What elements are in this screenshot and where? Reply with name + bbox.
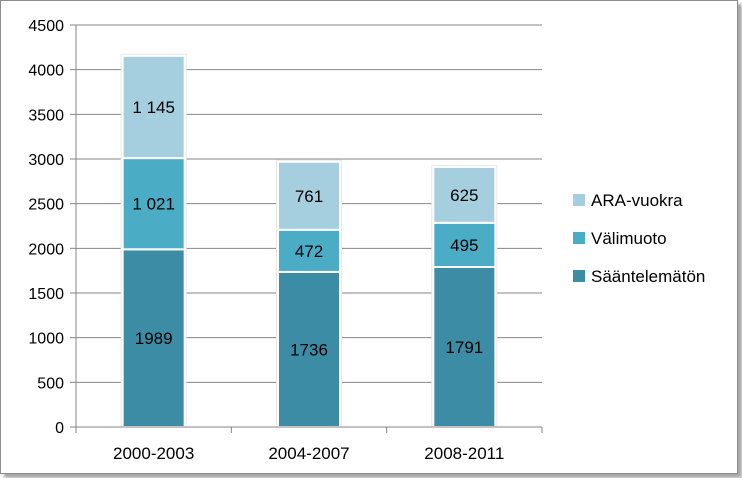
legend-label: ARA-vuokra xyxy=(591,191,683,210)
bar-segment xyxy=(121,157,186,251)
legend-swatch xyxy=(573,232,585,244)
y-tick-label: 3500 xyxy=(28,107,64,124)
data-label: 472 xyxy=(295,242,323,261)
x-category-label: 2004-2007 xyxy=(268,444,349,463)
x-category-label: 2008-2011 xyxy=(424,444,504,463)
y-tick-label: 500 xyxy=(37,375,64,392)
bars: 1989 1 021 1 145 1736 472 761 1791 495 625 xyxy=(120,53,498,428)
bar-segment xyxy=(277,160,341,231)
data-label: 1791 xyxy=(445,338,483,357)
legend: ARA-vuokra Välimuoto Sääntelemätön xyxy=(573,191,705,286)
x-category-label: 2000-2003 xyxy=(113,444,194,463)
x-axis: 2000-2003 2004-2007 2008-2011 xyxy=(75,426,543,463)
data-label: 761 xyxy=(295,187,323,206)
y-tick-label: 0 xyxy=(55,420,64,437)
stacked-bar-chart: 0 500 1000 1500 2000 2500 3000 3500 4000 4500 198… xyxy=(28,18,705,463)
y-tick-label: 1500 xyxy=(28,286,64,303)
data-label: 495 xyxy=(450,236,478,255)
bar-segment xyxy=(121,54,186,160)
data-label: 625 xyxy=(450,186,478,205)
legend-swatch xyxy=(573,194,585,206)
bar-segment xyxy=(277,228,341,273)
y-axis: 0 500 1000 1500 2000 2500 3000 3500 4000 4500 xyxy=(28,18,77,437)
data-label: 1 145 xyxy=(132,98,175,117)
bar-segment xyxy=(432,266,497,428)
bar-segment xyxy=(121,248,186,428)
legend-swatch xyxy=(573,270,585,282)
bar-segment xyxy=(277,270,341,428)
y-tick-label: 3000 xyxy=(28,152,64,169)
y-tick-label: 2000 xyxy=(28,241,64,258)
data-label: 1989 xyxy=(135,329,173,348)
data-label: 1736 xyxy=(290,340,328,359)
y-tick-label: 4000 xyxy=(28,63,64,80)
y-tick-label: 1000 xyxy=(28,331,64,348)
legend-label: Välimuoto xyxy=(591,229,667,248)
bar-segment xyxy=(432,165,497,224)
y-tick-label: 4500 xyxy=(28,18,64,35)
data-label: 1 021 xyxy=(132,195,175,214)
y-tick-label: 2500 xyxy=(28,197,64,214)
legend-label: Sääntelemätön xyxy=(591,267,705,286)
